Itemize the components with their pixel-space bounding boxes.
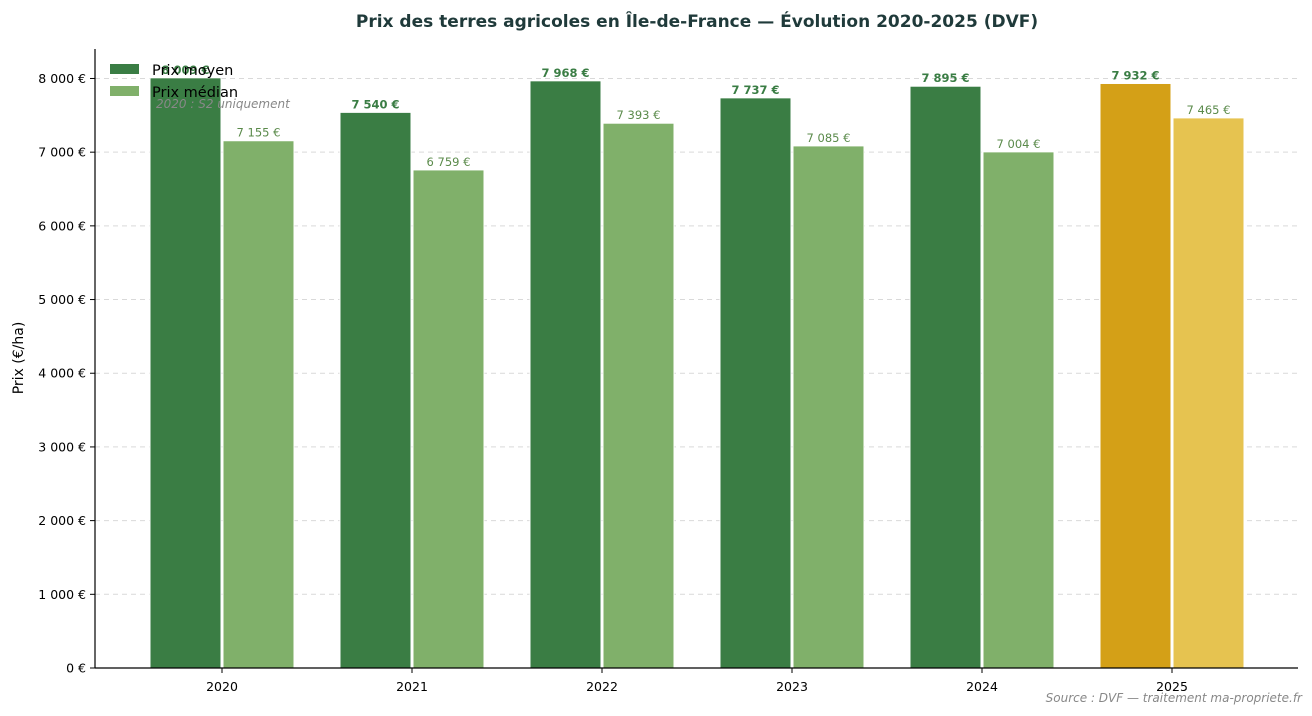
axes: 0 € 1 000 € 2 000 € 3 000 € 4 000 € 5 000 € 6 … (38, 49, 1298, 694)
bar-median (982, 151, 1055, 669)
bar-mean (1099, 82, 1172, 669)
legend-swatch-mean (110, 64, 139, 74)
value-label-median: 7 155 € (237, 126, 281, 140)
value-label-median: 7 085 € (807, 131, 851, 145)
bar-mean (719, 97, 792, 669)
x-tick-label: 2023 (776, 679, 808, 694)
bar-median (222, 140, 295, 669)
bars (149, 77, 1245, 669)
y-tick-label: 6 000 € (38, 218, 86, 233)
value-label-median: 7 465 € (1187, 103, 1231, 117)
source-note: Source : DVF — traitement ma-propriete.f… (1046, 691, 1303, 705)
y-tick-label: 5 000 € (38, 292, 86, 307)
value-label-mean: 7 737 € (731, 83, 779, 97)
x-tick-label: 2022 (586, 679, 618, 694)
bar-mean (529, 80, 602, 669)
y-tick-label: 1 000 € (38, 587, 86, 602)
bar-mean (909, 85, 982, 669)
bar-mean (149, 77, 222, 669)
chart-note: 2020 : S2 uniquement (156, 97, 291, 111)
x-tick-label: 2020 (206, 679, 238, 694)
y-tick-label: 2 000 € (38, 513, 86, 528)
bar-median (602, 122, 675, 669)
y-tick-label: 4 000 € (38, 366, 86, 381)
value-label-mean: 7 932 € (1111, 68, 1159, 82)
grid-lines (95, 77, 1298, 595)
y-tick-label: 3 000 € (38, 439, 86, 454)
value-label-median: 7 393 € (617, 108, 661, 122)
x-tick-label: 2021 (396, 679, 428, 694)
chart-title: Prix des terres agricoles en Île-de-Fran… (356, 10, 1038, 32)
value-label-mean: 7 895 € (921, 71, 969, 85)
value-label-mean: 7 968 € (541, 66, 589, 80)
y-axis-label: Prix (€/ha) (11, 322, 27, 395)
legend: Prix moyen Prix médian (110, 63, 238, 101)
y-tick-label: 7 000 € (38, 145, 86, 160)
legend-swatch-median (110, 86, 139, 96)
bar-mean (339, 111, 412, 669)
x-tick-label: 2025 (1156, 679, 1188, 694)
legend-label-mean: Prix moyen (152, 63, 233, 79)
value-label-mean: 7 540 € (351, 97, 399, 111)
x-tick-label: 2024 (966, 679, 998, 694)
legend-label-median: Prix médian (152, 85, 238, 101)
value-label-median: 6 759 € (427, 155, 471, 169)
bar-median (412, 169, 485, 669)
y-tick-label: 8 000 € (38, 71, 86, 86)
value-label-median: 7 004 € (997, 137, 1041, 151)
bar-median (1172, 117, 1245, 669)
value-label-mean: 8 009 € (161, 63, 209, 77)
y-tick-label: 0 € (66, 661, 86, 676)
value-labels: 8 009 € 7 155 € 7 540 € 6 759 € 7 968 € 7 393… (161, 63, 1230, 169)
bar-median (792, 145, 865, 669)
